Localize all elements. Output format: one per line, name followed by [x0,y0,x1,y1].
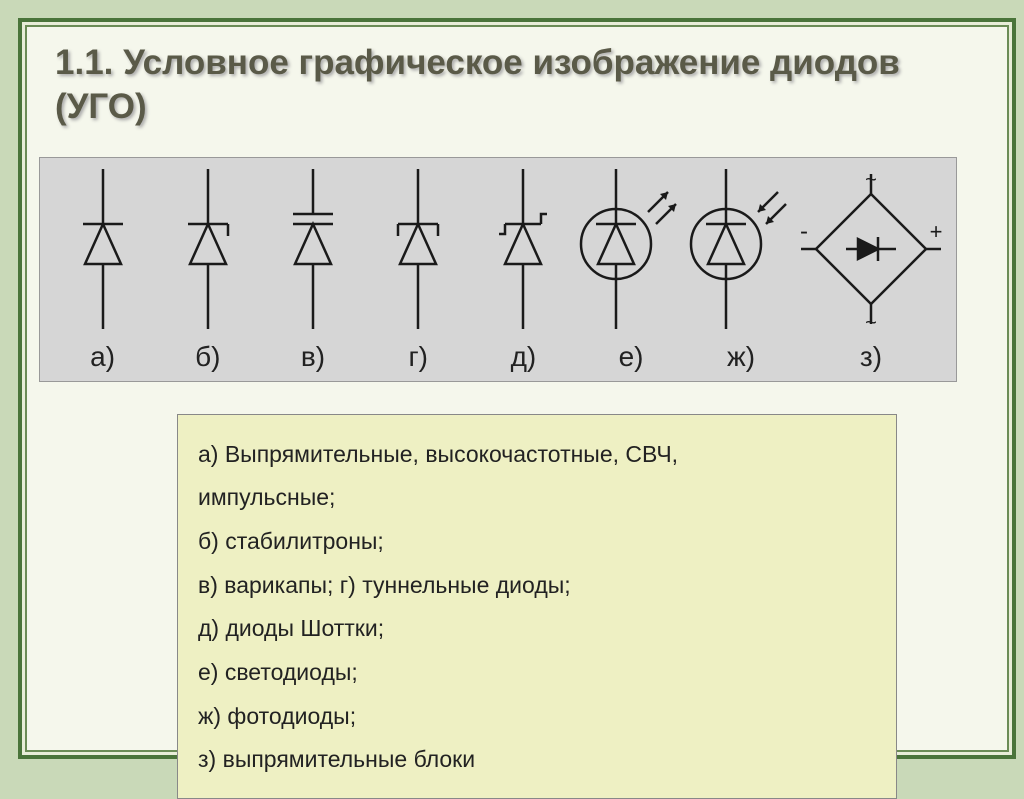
slide-title: 1.1. Условное графическое изображение ди… [27,27,1007,139]
symbol-col-e: е) [576,158,686,381]
diode-symbol-g [388,158,448,341]
diode-symbol-b [178,158,238,341]
symbol-label-b: б) [195,341,220,381]
slide-outer-frame: 1.1. Условное графическое изображение ди… [18,18,1016,759]
symbol-col-b: б) [155,158,260,381]
legend-line: в) варикапы; г) туннельные диоды; [198,564,876,608]
symbol-col-zh: ж) [686,158,796,381]
diode-symbol-v [283,158,343,341]
symbol-label-g: г) [408,341,428,381]
symbol-col-v: в) [260,158,365,381]
symbol-col-z: ~ ~ - + з) [796,158,946,381]
diode-symbols-panel: а) б) [39,157,957,382]
legend-line: д) диоды Шоттки; [198,607,876,651]
legend-line: е) светодиоды; [198,651,876,695]
z-tilde-icon: ~ [865,169,877,191]
slide-inner-frame: 1.1. Условное графическое изображение ди… [25,25,1009,752]
legend-line: з) выпрямительные блоки [198,738,876,782]
legend-line: импульсные; [198,476,876,520]
diode-symbol-zh [686,158,796,341]
diode-symbol-z: ~ ~ - + [796,158,946,341]
diode-symbol-d [493,158,553,341]
symbol-col-a: а) [50,158,155,381]
symbol-label-v: в) [301,341,325,381]
legend-line: б) стабилитроны; [198,520,876,564]
legend-box: а) Выпрямительные, высокочастотные, СВЧ,… [177,414,897,799]
diode-symbol-a [73,158,133,341]
z-minus-icon: - [800,218,808,245]
z-plus-icon: + [930,219,943,244]
symbol-col-g: г) [366,158,471,381]
legend-line: ж) фотодиоды; [198,695,876,739]
symbol-label-a: а) [90,341,115,381]
legend-line: а) Выпрямительные, высокочастотные, СВЧ, [198,433,876,477]
symbol-label-z: з) [860,341,882,381]
z-tilde-icon: ~ [865,312,877,334]
symbol-label-e: е) [619,341,644,381]
symbol-label-zh: ж) [727,341,755,381]
symbol-label-d: д) [511,341,537,381]
diode-symbol-e [576,158,686,341]
symbol-col-d: д) [471,158,576,381]
